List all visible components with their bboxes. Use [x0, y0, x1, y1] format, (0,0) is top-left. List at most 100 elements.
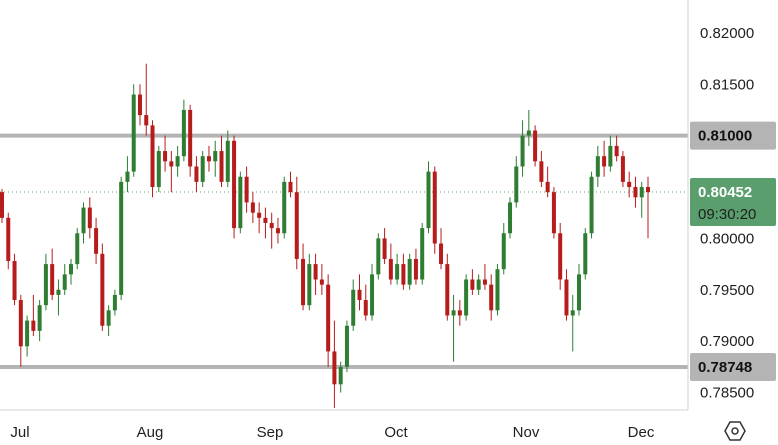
price-tick-label: 0.79000	[700, 333, 754, 350]
candle	[646, 176, 650, 239]
candle	[181, 99, 186, 162]
candle	[426, 161, 431, 234]
candle	[627, 171, 632, 198]
candle-body	[407, 258, 412, 285]
candle	[75, 228, 80, 270]
candle	[570, 294, 575, 352]
price-tick-label: 0.78500	[700, 385, 754, 402]
candle-body	[495, 269, 500, 311]
candle-body	[225, 140, 230, 182]
candle-body	[577, 274, 582, 311]
candle-body	[219, 151, 224, 182]
candle	[175, 145, 180, 177]
candle	[37, 300, 42, 342]
candle	[194, 156, 199, 193]
candle-body	[250, 202, 255, 213]
candle-body	[633, 187, 638, 198]
candle-body	[43, 264, 48, 306]
settings-icon[interactable]	[724, 421, 746, 441]
candle	[413, 248, 418, 285]
candle-body	[326, 284, 331, 352]
candle-body	[388, 258, 393, 280]
candle	[150, 120, 155, 198]
candle-body	[244, 176, 249, 203]
price-tick-label: 0.82000	[700, 25, 754, 42]
level-price-label: 0.78748	[698, 359, 752, 376]
candle-body	[6, 217, 11, 261]
candle	[238, 171, 243, 234]
candle	[87, 197, 92, 239]
candle-body	[294, 192, 299, 259]
candle	[31, 294, 36, 337]
candle	[551, 187, 556, 239]
candle-body	[570, 310, 575, 316]
candle-body	[25, 320, 30, 347]
candle-body	[401, 264, 406, 285]
candle	[520, 120, 525, 177]
candle	[501, 222, 506, 275]
candle	[370, 264, 375, 321]
candle	[137, 84, 142, 126]
candle	[633, 176, 638, 208]
candle-body	[351, 289, 356, 326]
candle	[319, 264, 324, 295]
candle-body	[627, 181, 632, 188]
candle-body	[313, 264, 318, 280]
candle	[43, 253, 48, 311]
candle-body	[595, 156, 600, 177]
candle	[457, 300, 462, 326]
candle	[100, 243, 105, 331]
candle-body	[470, 279, 475, 290]
candle	[639, 181, 644, 218]
candle	[363, 284, 368, 321]
candle-body	[357, 289, 362, 301]
candle-body	[62, 274, 67, 290]
candle-body	[608, 145, 613, 167]
candle	[489, 274, 494, 321]
candle	[583, 228, 588, 280]
candle	[470, 269, 475, 295]
candle-body	[0, 192, 4, 218]
candle	[62, 264, 67, 295]
candle-body	[319, 279, 324, 285]
candle	[539, 151, 544, 188]
candle-body	[169, 161, 174, 167]
candle	[357, 274, 362, 311]
candle-body	[482, 279, 487, 285]
candle	[169, 151, 174, 193]
candle-body	[501, 233, 506, 270]
time-axis[interactable]: Jul Aug Sep Oct Nov Dec	[10, 424, 654, 441]
candle-body	[188, 109, 193, 167]
candle	[219, 135, 224, 188]
candle-body	[257, 212, 262, 218]
candle-body	[451, 310, 456, 316]
candle	[376, 233, 381, 280]
candle-body	[238, 176, 243, 229]
candle-body	[370, 274, 375, 316]
candle	[18, 294, 23, 367]
candle	[620, 151, 625, 188]
candle	[445, 253, 450, 321]
candle	[156, 145, 161, 193]
candle-body	[213, 151, 218, 162]
candle	[0, 189, 4, 223]
candle	[68, 258, 73, 285]
candle	[125, 156, 130, 193]
candle-body	[432, 171, 437, 244]
candle-body	[200, 156, 205, 182]
candle-body	[18, 300, 23, 347]
candle-body	[269, 222, 274, 229]
candle-body	[275, 228, 280, 234]
candle	[263, 207, 268, 239]
candle	[213, 140, 218, 177]
last-price-tag: 0.80452 09:30:20	[690, 177, 776, 226]
candle-body	[263, 217, 268, 223]
candle	[307, 253, 312, 311]
candle-body	[382, 238, 387, 259]
candle	[250, 192, 255, 223]
candle	[533, 125, 538, 167]
candle-body	[539, 161, 544, 182]
candle	[188, 104, 193, 177]
candle-body	[137, 94, 142, 116]
